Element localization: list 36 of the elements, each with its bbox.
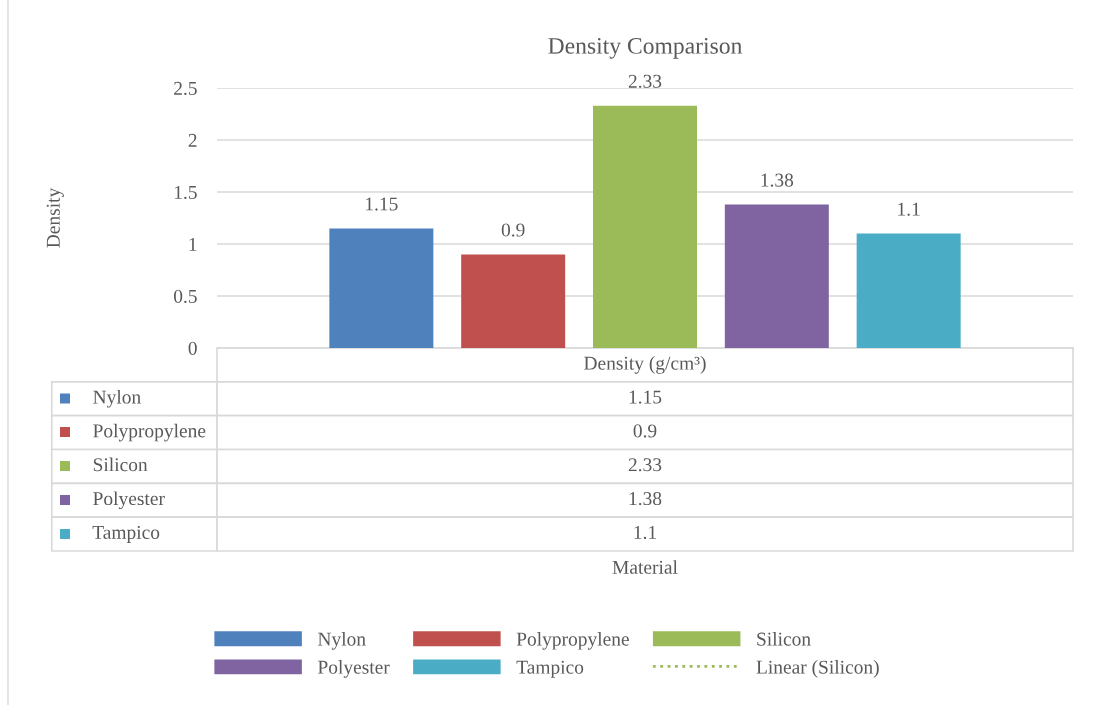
- bar: [724, 204, 829, 348]
- text: 2.33: [628, 458, 662, 472]
- text: Tampico: [92, 525, 160, 543]
- legend-label: Silicon: [757, 631, 811, 646]
- y-tick-label: 1: [189, 237, 197, 251]
- data-label: 1.15: [366, 197, 398, 211]
- bar: [593, 105, 697, 348]
- y-tick-label: 0.5: [173, 289, 197, 304]
- legend-label: Tampico: [516, 660, 584, 678]
- text: Density: [46, 187, 64, 248]
- text: 1.38: [629, 492, 662, 506]
- bar: [329, 228, 434, 348]
- x-tick-label: Density (g/cm³): [584, 356, 706, 374]
- y-tick-label: 0: [188, 341, 197, 355]
- data-label: 0.9: [501, 223, 525, 237]
- data-label: 2.33: [628, 74, 662, 88]
- bar: [856, 233, 961, 348]
- y-tick-label: 1.5: [174, 185, 197, 200]
- bar: [461, 254, 566, 348]
- legend-label: Polyester: [317, 660, 390, 678]
- legend-label: Polypropylene: [93, 423, 206, 442]
- text: Polyester: [93, 491, 165, 510]
- legend-label: Linear (Silicon): [756, 660, 879, 678]
- text: 0.9: [633, 424, 657, 438]
- text: Silicon: [93, 457, 148, 472]
- chart-title: Density Comparison: [548, 37, 743, 59]
- y-tick-label: 2.5: [174, 81, 197, 96]
- data-label: 1.1: [898, 202, 920, 216]
- text: 1.15: [629, 390, 662, 404]
- text: 1.1: [634, 525, 656, 540]
- text: Polypropylene: [516, 631, 629, 650]
- text: Material: [612, 560, 678, 574]
- y-tick-label: 2: [188, 133, 197, 147]
- data-label: 1.38: [761, 173, 794, 187]
- legend-label: Nylon: [93, 389, 141, 408]
- text: Nylon: [317, 631, 366, 650]
